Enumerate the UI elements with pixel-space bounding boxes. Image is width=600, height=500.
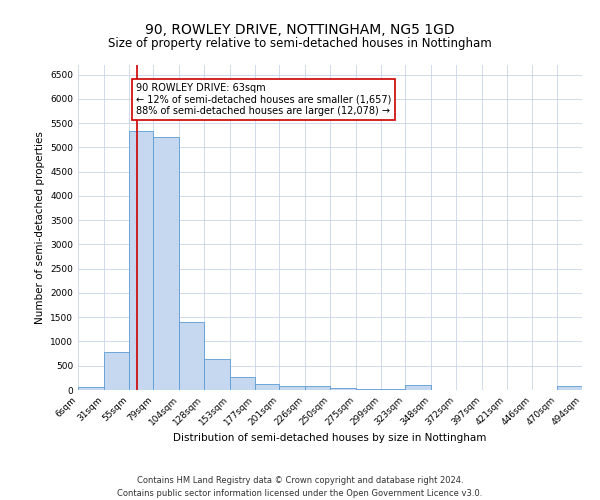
- Text: 90 ROWLEY DRIVE: 63sqm
← 12% of semi-detached houses are smaller (1,657)
88% of : 90 ROWLEY DRIVE: 63sqm ← 12% of semi-det…: [136, 83, 391, 116]
- Bar: [179, 322, 204, 390]
- Bar: [557, 386, 582, 390]
- Bar: [154, 138, 179, 390]
- Text: Size of property relative to semi-detached houses in Nottingham: Size of property relative to semi-detach…: [108, 38, 492, 51]
- Y-axis label: Number of semi-detached properties: Number of semi-detached properties: [35, 131, 44, 324]
- Bar: [406, 384, 431, 390]
- Bar: [356, 388, 380, 390]
- Bar: [254, 384, 280, 390]
- Bar: [204, 360, 230, 390]
- Bar: [305, 386, 330, 390]
- Bar: [380, 389, 406, 390]
- Bar: [230, 378, 254, 390]
- Bar: [128, 132, 154, 390]
- Text: Contains HM Land Registry data © Crown copyright and database right 2024.
Contai: Contains HM Land Registry data © Crown c…: [118, 476, 482, 498]
- Bar: [104, 352, 128, 390]
- X-axis label: Distribution of semi-detached houses by size in Nottingham: Distribution of semi-detached houses by …: [173, 432, 487, 442]
- Bar: [78, 387, 104, 390]
- Bar: [280, 386, 305, 390]
- Bar: [330, 388, 356, 390]
- Text: 90, ROWLEY DRIVE, NOTTINGHAM, NG5 1GD: 90, ROWLEY DRIVE, NOTTINGHAM, NG5 1GD: [145, 22, 455, 36]
